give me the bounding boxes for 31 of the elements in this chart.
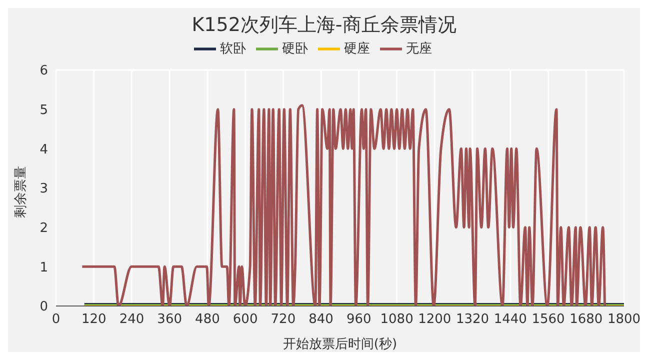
y-tick-label: 6 [40,64,48,79]
y-tick-label: 1 [40,260,48,276]
y-tick-label: 5 [40,102,48,118]
x-tick-label: 600 [232,312,258,328]
x-tick-label: 240 [119,312,144,328]
x-tick-label: 720 [270,312,296,328]
x-tick-label: 840 [308,312,334,328]
line-series [80,104,606,306]
chart-title: K152次列车上海-商丘余票情况 [190,13,458,38]
x-tick-label: 0 [52,312,60,328]
legend-label: 硬座 [344,42,370,57]
x-tick-label: 1800 [607,312,641,328]
x-tick-label: 1680 [570,312,603,328]
x-tick-label: 960 [346,312,372,328]
y-tick-label: 3 [40,182,48,197]
y-tick-label: 4 [40,142,48,158]
legend-label: 无座 [406,42,432,57]
x-tick-label: 1200 [418,312,452,328]
y-tick-label: 2 [40,220,48,236]
x-tick-label: 1560 [532,312,565,328]
x-tick-label: 1440 [494,312,527,328]
legend-label: 硬卧 [282,42,308,57]
x-tick-label: 1080 [380,312,414,328]
x-tick-label: 1320 [456,312,490,328]
x-axis-title: 开始放票后时间(秒) [282,337,398,352]
y-tick-label: 0 [40,300,48,315]
x-tick-label: 120 [81,312,106,328]
x-tick-label: 360 [157,312,182,328]
legend-label: 软卧 [220,42,246,57]
y-axis-title: 剩余票量 [14,166,29,218]
x-tick-label: 480 [195,312,220,328]
